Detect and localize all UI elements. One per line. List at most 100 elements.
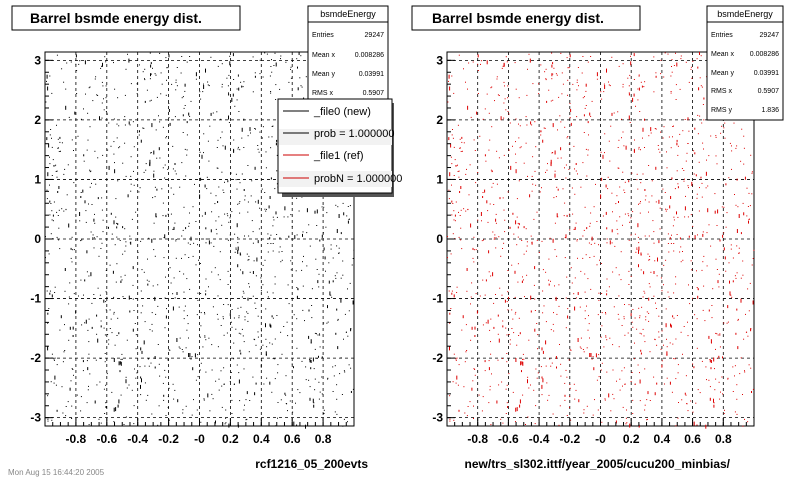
data-point	[71, 236, 73, 238]
data-point	[291, 363, 293, 365]
data-point	[352, 300, 354, 305]
data-point	[576, 239, 578, 240]
data-point	[61, 68, 63, 70]
data-point	[552, 73, 554, 75]
data-point	[46, 137, 48, 141]
data-point	[72, 369, 74, 370]
data-point	[572, 213, 574, 215]
data-point	[246, 311, 248, 313]
data-point	[104, 56, 106, 58]
data-point	[249, 127, 251, 132]
data-point	[735, 277, 737, 279]
data-point	[154, 186, 156, 188]
data-point	[566, 137, 568, 139]
data-point	[135, 211, 137, 213]
data-point	[352, 258, 354, 259]
data-point	[241, 137, 243, 139]
data-point	[580, 270, 582, 272]
data-point	[323, 247, 325, 251]
data-point	[740, 232, 742, 235]
data-point	[577, 173, 578, 175]
data-point	[248, 255, 250, 257]
data-point	[199, 263, 201, 264]
data-point	[49, 156, 50, 158]
data-point	[343, 338, 344, 340]
data-point	[130, 156, 132, 158]
data-point	[230, 372, 232, 373]
data-point	[555, 73, 557, 75]
data-point	[694, 152, 696, 155]
data-point	[147, 258, 148, 260]
data-point	[640, 254, 642, 256]
data-point	[535, 405, 537, 407]
data-point	[236, 223, 238, 228]
data-point	[243, 409, 245, 411]
data-point	[161, 83, 163, 85]
data-point	[76, 394, 78, 396]
data-point	[172, 145, 174, 147]
data-point	[247, 297, 249, 301]
data-point	[80, 196, 82, 198]
data-point	[693, 366, 695, 369]
data-point	[680, 331, 682, 333]
data-point	[490, 424, 492, 426]
data-point	[136, 83, 138, 85]
data-point	[673, 358, 675, 360]
data-point	[547, 163, 548, 165]
data-point	[677, 186, 679, 189]
data-point	[534, 170, 536, 172]
data-point	[215, 420, 216, 424]
data-point	[59, 136, 61, 139]
data-point	[54, 292, 56, 293]
data-point	[564, 167, 565, 169]
data-point	[558, 424, 560, 426]
data-point	[671, 59, 673, 61]
data-point	[149, 100, 151, 102]
data-point	[665, 259, 667, 261]
data-point	[299, 392, 301, 394]
data-point	[470, 223, 472, 228]
data-point	[229, 61, 231, 66]
data-point	[748, 192, 750, 194]
data-point	[165, 94, 167, 96]
data-point	[589, 337, 590, 339]
data-point	[290, 66, 292, 68]
data-point	[472, 380, 474, 382]
data-point	[684, 178, 685, 180]
data-point	[467, 406, 469, 407]
data-point	[486, 60, 488, 65]
data-point	[281, 259, 283, 261]
data-point	[295, 402, 296, 404]
data-point	[516, 244, 518, 246]
data-point	[664, 383, 665, 385]
data-point	[604, 398, 606, 400]
data-point	[148, 280, 150, 282]
data-point	[224, 181, 225, 183]
data-point	[714, 210, 716, 214]
data-point	[65, 209, 67, 211]
data-point	[657, 257, 658, 262]
data-point	[508, 113, 510, 115]
data-point	[105, 406, 107, 408]
data-point	[223, 192, 225, 193]
data-point	[520, 146, 522, 148]
data-point	[64, 168, 66, 170]
data-point	[275, 211, 277, 215]
data-point	[655, 72, 657, 74]
data-point	[584, 107, 586, 109]
data-point	[228, 74, 230, 76]
data-point	[65, 88, 67, 90]
data-point	[113, 296, 115, 298]
data-point	[178, 306, 180, 308]
data-point	[644, 147, 645, 148]
data-point	[238, 332, 240, 334]
data-point	[514, 270, 516, 274]
data-point	[247, 165, 249, 166]
data-point	[559, 344, 560, 345]
data-point	[155, 216, 157, 218]
data-point	[149, 78, 151, 80]
data-point	[574, 168, 575, 170]
data-point	[188, 222, 190, 224]
data-point	[493, 237, 495, 239]
data-point	[501, 67, 503, 69]
